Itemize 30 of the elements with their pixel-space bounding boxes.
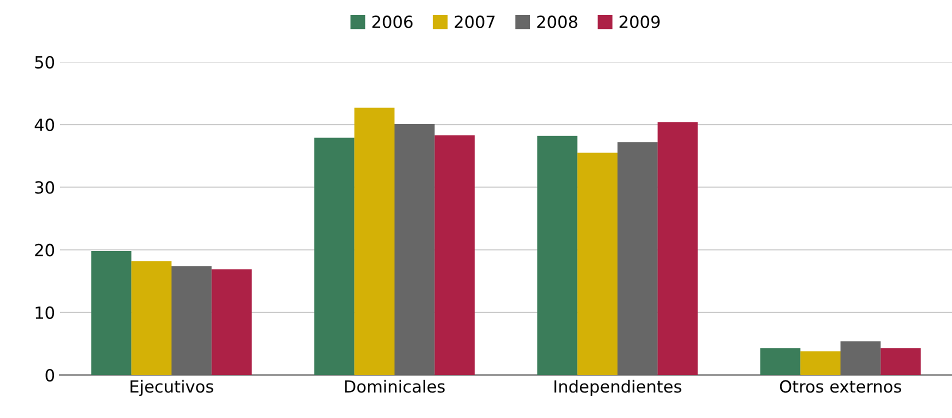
legend-label: 2008 (537, 16, 578, 28)
bar (840, 341, 881, 375)
y-tick-label: 40 (34, 118, 54, 132)
y-tick-label: 10 (36, 306, 54, 319)
bar (91, 251, 132, 375)
y-tick-label: 50 (35, 56, 54, 69)
y-tick-label: 20 (35, 244, 54, 256)
bar (658, 122, 698, 375)
bar (354, 108, 394, 375)
legend-label: 2007 (454, 16, 495, 28)
legend-label: 2009 (620, 16, 660, 28)
y-tick-label: 30 (35, 181, 54, 194)
y-tick-label: 0 (46, 368, 54, 382)
bar (394, 124, 435, 375)
bar (212, 269, 252, 375)
bar (577, 152, 618, 375)
x-tick-label: Ejecutivos (130, 380, 214, 396)
bar (618, 142, 658, 375)
x-tick-label: Dominicales (345, 380, 445, 393)
bar (880, 348, 921, 375)
x-tick-label: Otros externos (780, 380, 902, 393)
bar (800, 351, 840, 375)
legend-label: 2006 (372, 16, 413, 28)
bar (131, 261, 172, 375)
bar (760, 348, 800, 375)
bar (537, 136, 578, 375)
bar (434, 135, 475, 375)
bar (172, 266, 212, 375)
bar (314, 138, 354, 375)
x-tick-label: Independientes (554, 380, 682, 396)
